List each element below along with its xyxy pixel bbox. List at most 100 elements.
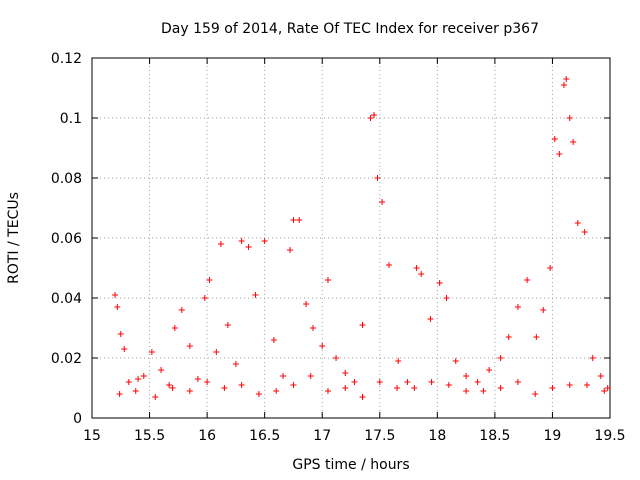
data-point (385, 262, 392, 268)
data-point (597, 373, 604, 379)
data-point (540, 307, 547, 313)
roti-points (112, 76, 611, 400)
data-point (319, 343, 326, 349)
data-point (589, 355, 596, 361)
data-point (132, 388, 139, 394)
data-point (367, 115, 374, 121)
x-tick-label: 19 (544, 428, 562, 444)
data-point (324, 277, 331, 283)
data-point (245, 244, 252, 250)
data-point (186, 343, 193, 349)
y-tick-label: 0.12 (51, 51, 82, 67)
x-tick-labels: 15 15.5 16 16.5 17 17.5 18 18.5 19 19.5 (83, 428, 626, 444)
data-point (114, 304, 121, 310)
data-point (166, 382, 173, 388)
data-point (238, 238, 245, 244)
data-point (411, 385, 418, 391)
data-point (171, 325, 178, 331)
data-point (351, 379, 358, 385)
data-point (474, 379, 481, 385)
data-point (290, 382, 297, 388)
data-point (169, 385, 176, 391)
data-point (296, 217, 303, 223)
data-point (152, 394, 159, 400)
data-point (452, 358, 459, 364)
data-point (418, 271, 425, 277)
data-point (224, 322, 231, 328)
data-point (221, 385, 228, 391)
data-point (135, 376, 142, 382)
data-point (158, 367, 165, 373)
data-point (427, 316, 434, 322)
data-point (428, 379, 435, 385)
data-point (436, 280, 443, 286)
data-point (140, 373, 147, 379)
data-point (463, 373, 470, 379)
data-point (252, 292, 259, 298)
data-point (371, 112, 378, 118)
data-point (204, 379, 211, 385)
data-point (374, 175, 381, 181)
y-tick-label: 0 (73, 411, 82, 427)
data-point (310, 325, 317, 331)
y-tick-label: 0.02 (51, 351, 82, 367)
data-point (125, 379, 132, 385)
data-point (261, 238, 268, 244)
data-point (238, 382, 245, 388)
x-tick-label: 18.5 (479, 428, 510, 444)
data-point (148, 349, 155, 355)
data-point (359, 394, 366, 400)
data-point (117, 331, 124, 337)
data-point (505, 334, 512, 340)
data-point (376, 379, 383, 385)
data-point (379, 199, 386, 205)
y-tick-label: 0.06 (51, 231, 82, 247)
data-point (286, 247, 293, 253)
x-tick-label: 16 (198, 428, 216, 444)
x-tick-label: 15.5 (134, 428, 165, 444)
data-point (514, 379, 521, 385)
data-point (547, 265, 554, 271)
data-point (394, 385, 401, 391)
x-tick-label: 15 (83, 428, 101, 444)
data-point (206, 277, 213, 283)
data-point (604, 385, 611, 391)
x-tick-marks (91, 58, 611, 418)
data-point (324, 388, 331, 394)
data-point (178, 307, 185, 313)
data-point (497, 355, 504, 361)
data-point (486, 367, 493, 373)
data-point (333, 355, 340, 361)
x-tick-label: 17.5 (364, 428, 395, 444)
y-tick-labels: 0 0.02 0.04 0.06 0.08 0.1 0.12 (51, 51, 82, 427)
data-point (404, 379, 411, 385)
data-point (217, 241, 224, 247)
data-point (480, 388, 487, 394)
x-tick-label: 16.5 (249, 428, 280, 444)
y-tick-marks (92, 57, 610, 419)
data-point (581, 229, 588, 235)
data-point (307, 373, 314, 379)
data-point (112, 292, 119, 298)
data-point (563, 76, 570, 82)
data-point (186, 388, 193, 394)
data-point (342, 370, 349, 376)
data-point (532, 391, 539, 397)
data-point (413, 265, 420, 271)
data-point (556, 151, 563, 157)
data-point (395, 358, 402, 364)
data-point (549, 385, 556, 391)
data-point (601, 388, 608, 394)
data-point (194, 376, 201, 382)
data-point (574, 220, 581, 226)
data-point (560, 82, 567, 88)
data-point (497, 385, 504, 391)
y-tick-label: 0.08 (51, 171, 82, 187)
data-point (514, 304, 521, 310)
data-point (280, 373, 287, 379)
data-point (551, 136, 558, 142)
data-point (445, 382, 452, 388)
y-axis-label: ROTI / TECUs (6, 192, 22, 284)
data-point (273, 388, 280, 394)
